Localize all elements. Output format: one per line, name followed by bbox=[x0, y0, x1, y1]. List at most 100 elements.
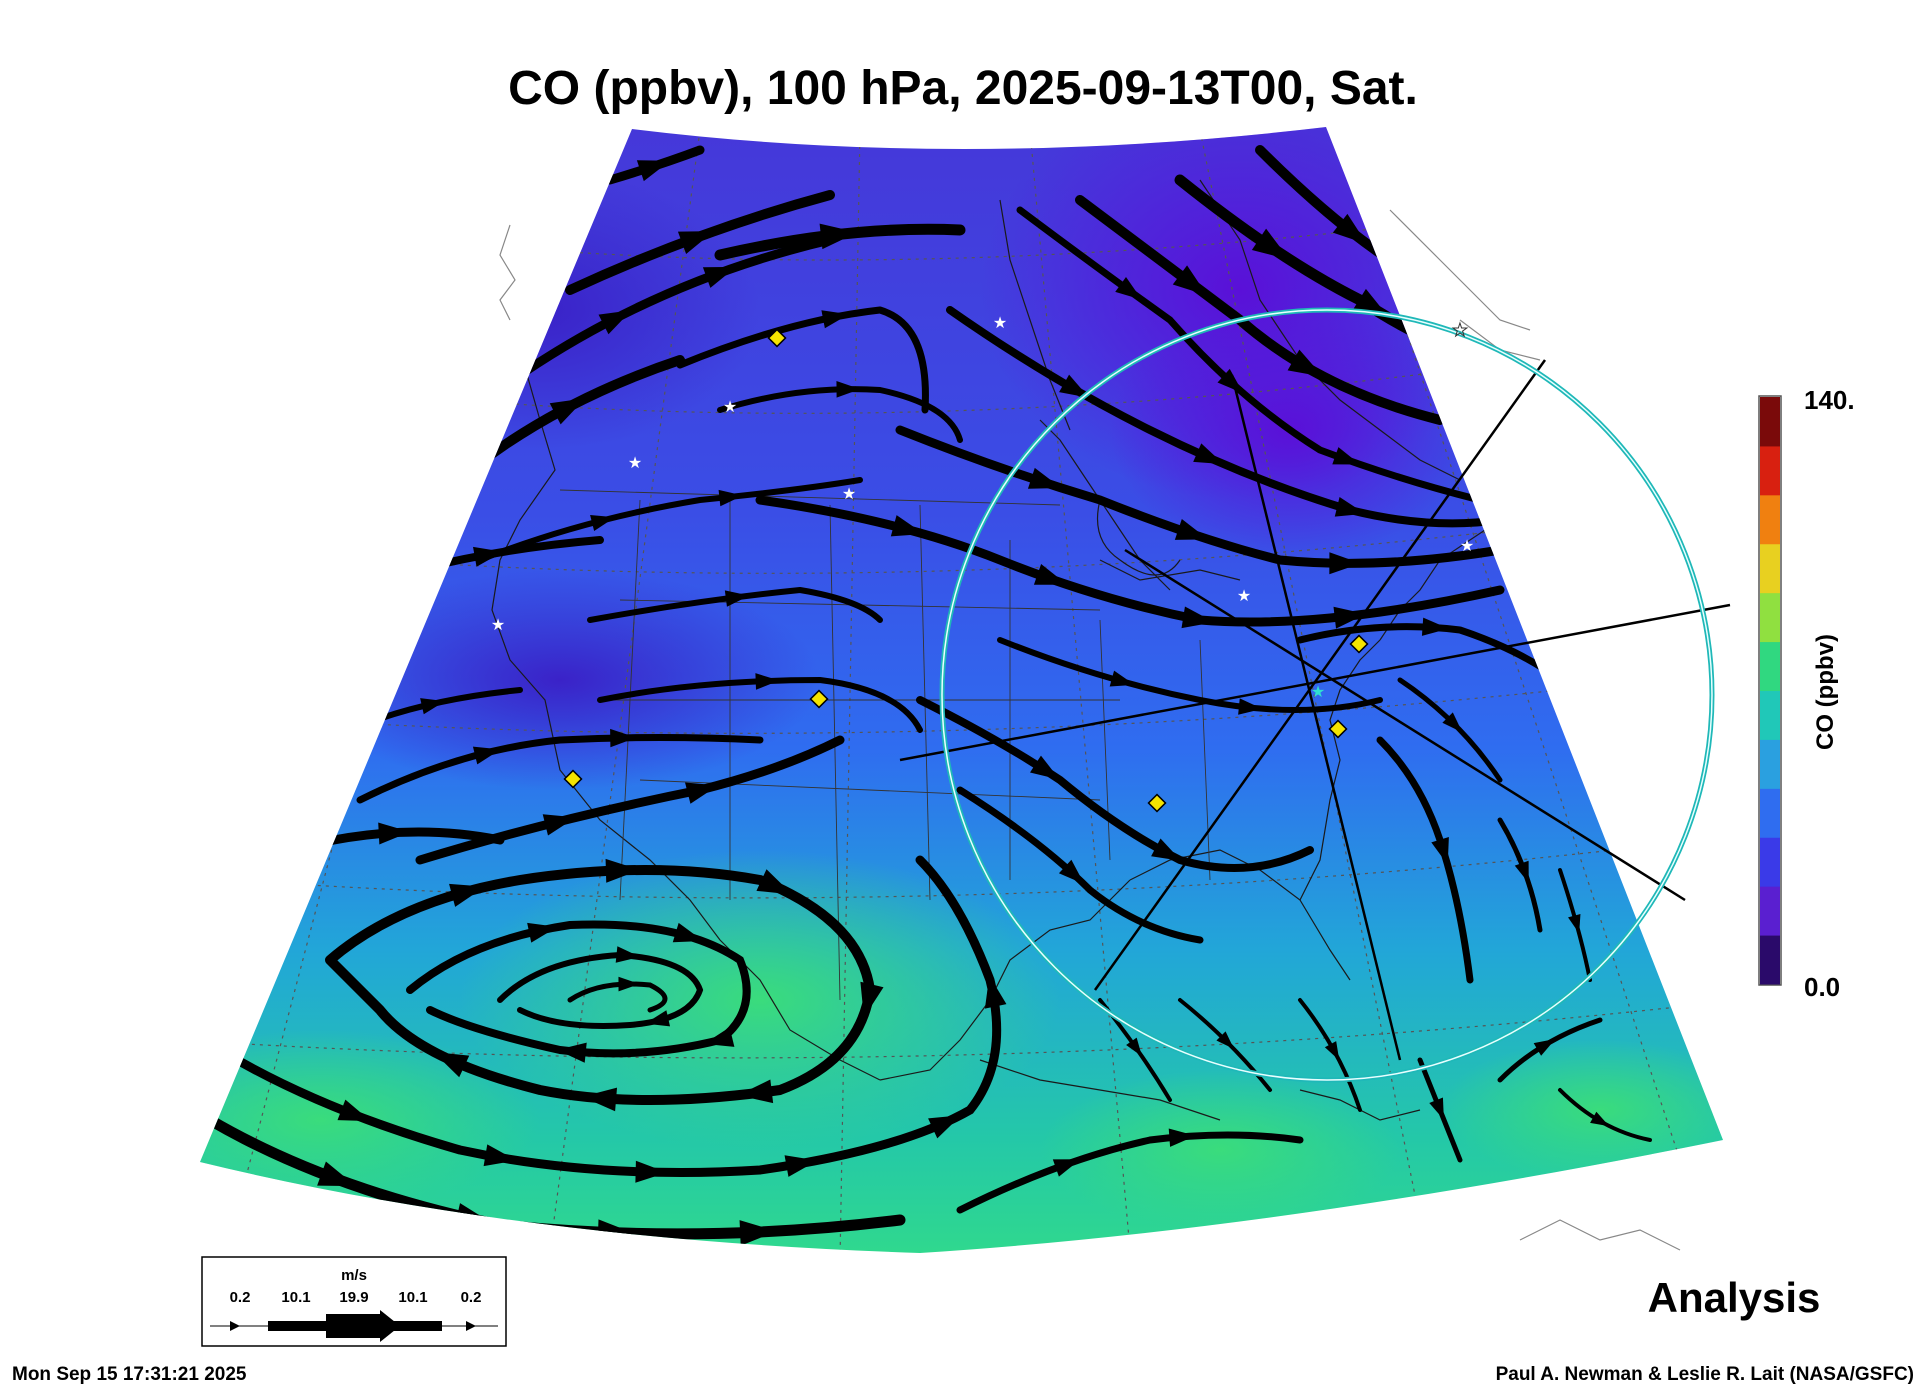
site-marker bbox=[767, 328, 787, 348]
streamline bbox=[515, 235, 835, 380]
wind-legend-tick: 10.1 bbox=[398, 1289, 427, 1306]
streamline-arrowhead bbox=[1431, 837, 1449, 865]
streamline-arrowhead bbox=[317, 1161, 356, 1187]
streamline-arrowhead bbox=[605, 858, 640, 883]
colorbar-min-label: 0.0 bbox=[1804, 972, 1840, 1002]
site-markers bbox=[563, 328, 1369, 813]
star-marker: ★ bbox=[723, 397, 737, 416]
colorbar-segment bbox=[1760, 641, 1780, 691]
streamline-arrowhead bbox=[1421, 617, 1449, 636]
streamline-arrowhead bbox=[557, 1042, 587, 1063]
streamline-arrowhead bbox=[1442, 712, 1463, 733]
streamline-arrowhead bbox=[378, 822, 411, 845]
streamline-arrowhead bbox=[1533, 1038, 1556, 1056]
streamline-arrowhead bbox=[542, 814, 576, 836]
colorbar-segment bbox=[1760, 592, 1780, 643]
streamline-arrowhead bbox=[473, 546, 504, 567]
streamline-arrowhead bbox=[1109, 670, 1135, 687]
streamline-arrowhead bbox=[645, 1010, 671, 1027]
streamline-arrowhead bbox=[739, 1220, 777, 1246]
streamline-arrowhead bbox=[1287, 349, 1324, 377]
colorbar: 140. 0.0 CO (ppbv) bbox=[1758, 385, 1855, 1002]
streamline-arrowhead bbox=[702, 266, 737, 288]
streamline bbox=[1296, 623, 1564, 684]
streamline-arrowhead bbox=[821, 310, 849, 329]
streamline-arrowhead bbox=[582, 1087, 618, 1112]
wind-legend: m/s 0.2 10.1 19.9 10.1 0.2 bbox=[201, 1256, 507, 1347]
streamline bbox=[497, 951, 704, 1029]
streamline-arrowhead bbox=[737, 1079, 774, 1104]
streamline-arrowhead bbox=[420, 698, 445, 715]
credit: Paul A. Newman & Leslie R. Lait (NASA/GS… bbox=[1496, 1364, 1914, 1385]
star-marker: ★ bbox=[491, 615, 505, 634]
streamline-arrowhead bbox=[755, 673, 780, 690]
streamline-arrowhead bbox=[1334, 497, 1366, 517]
wind-legend-tick: 10.1 bbox=[281, 1289, 310, 1306]
streamline-arrowhead bbox=[1059, 374, 1090, 398]
streamline-arrowhead bbox=[449, 883, 485, 907]
star-marker: ★ bbox=[628, 453, 642, 472]
streamline-arrowhead bbox=[598, 310, 632, 335]
streamline bbox=[916, 696, 1314, 872]
star-marker: ★ bbox=[1237, 586, 1251, 605]
streamline-arrowhead bbox=[1181, 606, 1215, 629]
streamline-arrowhead bbox=[1568, 913, 1581, 934]
streamline-arrowhead bbox=[615, 946, 641, 963]
streamline-arrowhead bbox=[1329, 552, 1361, 575]
colorbar-segment bbox=[1760, 788, 1780, 838]
site-marker bbox=[1147, 793, 1167, 813]
colorbar-label: CO (ppbv) bbox=[1812, 634, 1839, 750]
site-marker bbox=[1349, 634, 1369, 654]
streamline-arrowhead bbox=[1052, 1159, 1081, 1177]
streamline-arrowhead bbox=[433, 1052, 470, 1078]
focus-ring-inner bbox=[941, 309, 1713, 1081]
streamline bbox=[676, 306, 929, 414]
wind-legend-arrow-large bbox=[326, 1310, 400, 1342]
streamline bbox=[956, 786, 1204, 944]
streamline-arrowhead bbox=[1058, 859, 1085, 885]
streamline-arrowhead bbox=[1333, 606, 1366, 629]
streamline-arrowhead bbox=[1251, 228, 1290, 260]
streamline-arrowhead bbox=[610, 728, 637, 748]
streamline-arrowhead bbox=[1429, 1097, 1444, 1120]
star-markers: ★ ★ ★ ★ ★ ★ ★ ★ bbox=[491, 313, 1474, 701]
streamline bbox=[946, 306, 1504, 528]
star-marker: ★ bbox=[993, 313, 1007, 332]
streamline-arrowhead bbox=[1332, 213, 1368, 245]
streamline-arrowhead bbox=[984, 975, 1007, 1009]
streamline-arrowhead bbox=[549, 398, 586, 425]
streamline-arrowhead bbox=[677, 231, 714, 255]
streamline-arrowhead bbox=[1151, 838, 1182, 861]
colorbar-segment bbox=[1760, 886, 1780, 936]
streamline bbox=[597, 676, 923, 733]
streamline-arrowhead bbox=[1168, 1128, 1196, 1147]
wind-streamlines bbox=[204, 145, 1652, 1246]
wind-legend-tick: 19.9 bbox=[339, 1289, 368, 1306]
streamline-arrowhead bbox=[1238, 698, 1263, 715]
streamline-arrowhead bbox=[756, 869, 793, 895]
streamline-arrowhead bbox=[890, 515, 925, 537]
streamline-arrowhead bbox=[1216, 1031, 1234, 1050]
streamline-arrowhead bbox=[819, 223, 858, 250]
outer-coast-outlines bbox=[499, 209, 1681, 1251]
star-marker: ★ bbox=[1460, 536, 1474, 555]
streamline-arrowhead bbox=[472, 746, 501, 765]
streamline bbox=[717, 386, 963, 443]
streamline bbox=[325, 865, 876, 1105]
streamline-arrowhead bbox=[724, 590, 750, 607]
streamline-arrowhead bbox=[836, 381, 861, 398]
streamline-arrowhead bbox=[1030, 755, 1060, 780]
streamline-arrowhead bbox=[527, 922, 558, 943]
streamline bbox=[956, 1131, 1304, 1214]
streamline bbox=[477, 477, 863, 563]
analysis-label: Analysis bbox=[1648, 1274, 1821, 1321]
streamline bbox=[567, 981, 668, 1013]
streamline-arrowhead bbox=[635, 1160, 668, 1183]
wind-legend-bar bbox=[384, 1321, 442, 1331]
wind-legend-bar bbox=[268, 1321, 326, 1331]
streamline-arrowhead bbox=[1514, 860, 1529, 883]
streamline-arrowhead bbox=[685, 782, 719, 804]
streamline-arrowhead bbox=[1324, 1041, 1340, 1061]
streamline-arrowhead bbox=[1217, 368, 1244, 394]
streamline-arrowhead bbox=[618, 976, 640, 992]
